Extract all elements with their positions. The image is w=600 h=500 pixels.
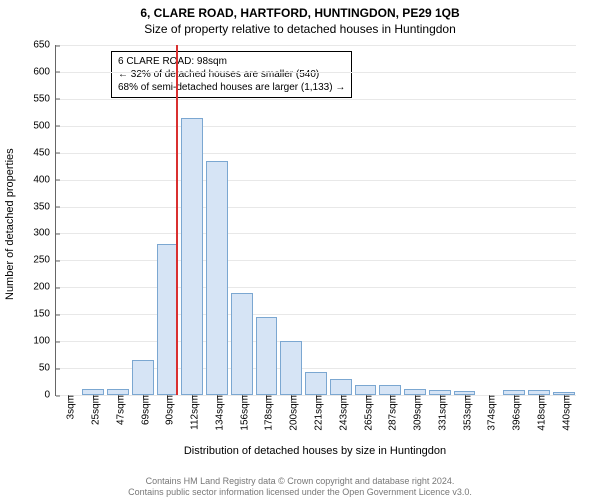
x-tick-label: 287sqm (382, 395, 399, 431)
gridline (56, 260, 576, 261)
x-tick-label: 112sqm (184, 395, 201, 430)
y-tick-label: 350 (33, 201, 56, 212)
gridline (56, 153, 576, 154)
footer-line-1: Contains HM Land Registry data © Crown c… (0, 476, 600, 487)
y-tick-label: 0 (44, 390, 56, 401)
y-tick-label: 400 (33, 174, 56, 185)
gridline (56, 72, 576, 73)
gridline (56, 287, 576, 288)
y-tick-label: 600 (33, 66, 56, 77)
y-tick-label: 650 (33, 40, 56, 51)
y-tick-label: 250 (33, 255, 56, 266)
x-tick-label: 178sqm (258, 395, 275, 431)
gridline (56, 207, 576, 208)
x-tick-label: 69sqm (134, 395, 151, 425)
gridline (56, 180, 576, 181)
histogram-bar (256, 317, 278, 395)
x-tick-label: 243sqm (332, 395, 349, 431)
x-tick-label: 265sqm (357, 395, 374, 431)
x-tick-label: 309sqm (407, 395, 424, 431)
histogram-bar (355, 385, 377, 395)
footer-line-2: Contains public sector information licen… (0, 487, 600, 498)
gridline (56, 314, 576, 315)
histogram-bar (379, 385, 401, 395)
x-tick-label: 440sqm (555, 395, 572, 431)
x-tick-label: 331sqm (431, 395, 448, 431)
y-tick-label: 150 (33, 309, 56, 320)
gridline (56, 99, 576, 100)
x-tick-label: 47sqm (109, 395, 126, 425)
property-marker-line (176, 45, 178, 395)
histogram-bar (132, 360, 154, 395)
histogram-bar (280, 341, 302, 395)
y-tick-label: 450 (33, 147, 56, 158)
x-axis-label: Distribution of detached houses by size … (184, 445, 446, 457)
y-tick-label: 550 (33, 93, 56, 104)
chart-container: 6, CLARE ROAD, HARTFORD, HUNTINGDON, PE2… (0, 0, 600, 500)
x-tick-label: 200sqm (283, 395, 300, 431)
histogram-bar (206, 161, 228, 395)
x-tick-label: 396sqm (506, 395, 523, 431)
x-tick-label: 353sqm (456, 395, 473, 431)
y-axis-label: Number of detached properties (4, 148, 16, 300)
x-tick-label: 3sqm (60, 395, 77, 419)
x-tick-label: 418sqm (530, 395, 547, 431)
x-tick-label: 374sqm (481, 395, 498, 431)
histogram-bar (330, 379, 352, 395)
annotation-line-1: 6 CLARE ROAD: 98sqm (118, 55, 345, 68)
chart-title-main: 6, CLARE ROAD, HARTFORD, HUNTINGDON, PE2… (0, 0, 600, 20)
chart-title-sub: Size of property relative to detached ho… (0, 20, 600, 36)
y-tick-label: 50 (39, 363, 56, 374)
x-tick-label: 25sqm (85, 395, 102, 425)
x-tick-label: 90sqm (159, 395, 176, 425)
gridline (56, 233, 576, 234)
histogram-bar (231, 293, 253, 395)
y-tick-label: 100 (33, 336, 56, 347)
annotation-box: 6 CLARE ROAD: 98sqm ← 32% of detached ho… (111, 51, 352, 98)
y-tick-label: 300 (33, 228, 56, 239)
gridline (56, 45, 576, 46)
gridline (56, 341, 576, 342)
histogram-bar (181, 118, 203, 395)
annotation-line-3: 68% of semi-detached houses are larger (… (118, 81, 345, 94)
plot-area: 6 CLARE ROAD: 98sqm ← 32% of detached ho… (55, 45, 576, 396)
x-tick-label: 221sqm (308, 395, 325, 431)
x-tick-label: 156sqm (233, 395, 250, 431)
gridline (56, 126, 576, 127)
y-tick-label: 500 (33, 120, 56, 131)
annotation-line-2: ← 32% of detached houses are smaller (54… (118, 68, 345, 81)
footer-attribution: Contains HM Land Registry data © Crown c… (0, 476, 600, 498)
x-tick-label: 134sqm (208, 395, 225, 431)
histogram-bar (305, 372, 327, 395)
histogram-bar (157, 244, 179, 395)
y-tick-label: 200 (33, 282, 56, 293)
